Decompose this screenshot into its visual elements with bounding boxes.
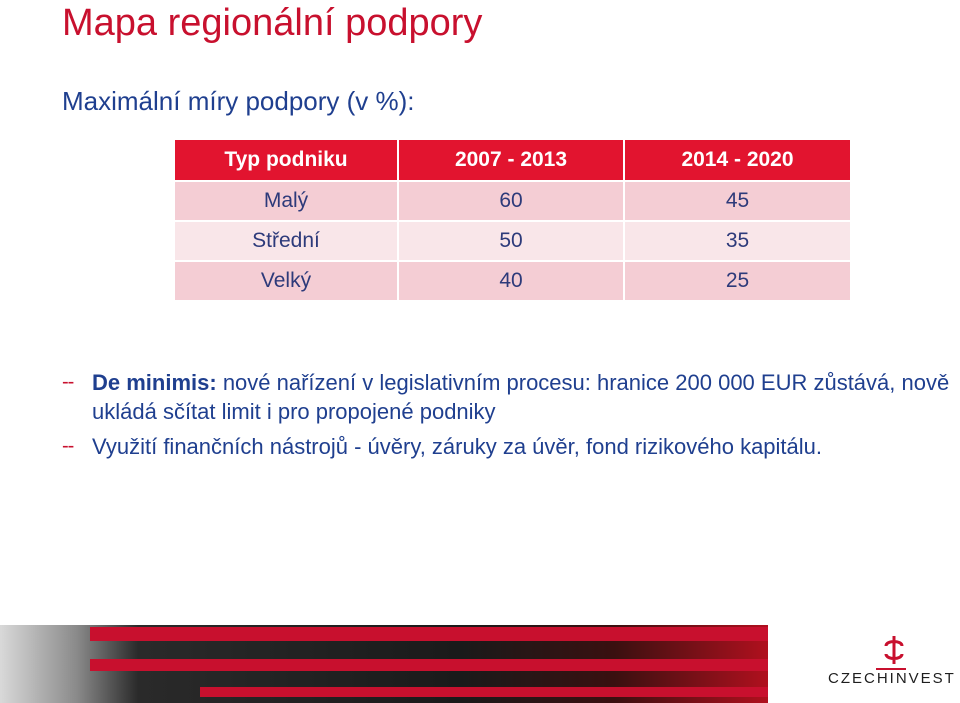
table-row: Velký 40 25 [173, 260, 852, 302]
table-cell: 50 [397, 220, 625, 262]
table-cell: 60 [397, 180, 625, 222]
table-row: Malý 60 45 [173, 180, 852, 222]
bullet-text: Využití finančních nástrojů - úvěry, zár… [92, 434, 823, 459]
logo-underline [876, 668, 906, 670]
czechinvest-logo: CZECHINVEST [828, 636, 958, 696]
header-company-type: Typ podniku [173, 138, 399, 182]
bullet-dash-icon: -- [62, 371, 74, 393]
footer-banner-image [0, 625, 768, 703]
table-header-row: Typ podniku 2007 - 2013 2014 - 2020 [173, 138, 852, 182]
slide-subtitle: Maximální míry podpory (v %): [62, 86, 415, 116]
table-row: Střední 50 35 [173, 220, 852, 262]
bullet-item-de-minimis: -- De minimis: nové nařízení v legislati… [62, 368, 952, 426]
banner-stripe [90, 659, 768, 671]
table-cell: Střední [173, 220, 399, 262]
table-cell: 40 [397, 260, 625, 302]
header-period-2014-2020: 2014 - 2020 [623, 138, 852, 182]
header-period-2007-2013: 2007 - 2013 [397, 138, 625, 182]
bullet-bold-label: De minimis: [92, 370, 217, 395]
table-cell: 45 [623, 180, 852, 222]
bullet-dash-icon: -- [62, 435, 74, 457]
bullet-item-financial-instruments: -- Využití finančních nástrojů - úvěry, … [62, 432, 952, 461]
bullet-text: nové nařízení v legislativním procesu: h… [92, 370, 950, 424]
table-cell: Malý [173, 180, 399, 222]
slide-title: Mapa regionální podpory [62, 2, 483, 44]
logo-mark-icon [884, 636, 904, 664]
table-cell: Velký [173, 260, 399, 302]
banner-stripe [90, 627, 768, 641]
banner-stripe [200, 687, 768, 697]
bullet-list: -- De minimis: nové nařízení v legislati… [62, 368, 952, 467]
logo-wordmark: CZECHINVEST [828, 670, 956, 687]
table-cell: 25 [623, 260, 852, 302]
support-rates-table: Typ podniku 2007 - 2013 2014 - 2020 Malý… [173, 138, 852, 302]
table-cell: 35 [623, 220, 852, 262]
